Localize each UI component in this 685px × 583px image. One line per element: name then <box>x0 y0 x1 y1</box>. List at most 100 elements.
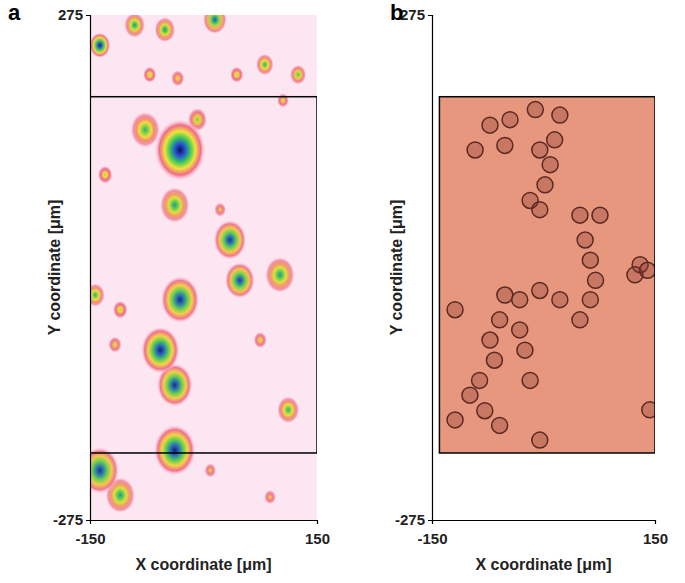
heat-spot <box>171 70 185 87</box>
cell <box>522 372 538 388</box>
heat-spot <box>113 301 128 319</box>
cell <box>642 402 655 418</box>
cell <box>592 207 608 223</box>
cell <box>547 132 563 148</box>
cell <box>467 142 483 158</box>
heat-spot <box>225 262 255 299</box>
x-axis-title: X coordinate [μm] <box>475 556 611 573</box>
cell <box>486 352 502 368</box>
cell <box>492 312 508 328</box>
heat-spot <box>213 220 246 260</box>
y-tick-mark <box>86 15 90 16</box>
heat-spot <box>160 276 199 324</box>
cell <box>447 412 463 428</box>
y-tick-mark <box>428 15 432 16</box>
y-tick: -275 <box>53 511 90 528</box>
cell <box>532 142 548 158</box>
x-tick: 150 <box>643 520 668 547</box>
heat-spot <box>203 15 227 34</box>
y-tick-label: -275 <box>395 511 425 528</box>
cell <box>532 202 548 218</box>
micrograph-area <box>439 97 655 453</box>
heat-spot <box>253 332 267 349</box>
y-tick: -275 <box>395 511 432 528</box>
heat-spot <box>90 283 105 307</box>
cell <box>497 137 513 153</box>
cell <box>447 302 463 318</box>
x-tick-label: 150 <box>643 530 668 547</box>
heatmap-background <box>90 15 317 520</box>
x-tick: -150 <box>75 520 105 547</box>
cell <box>542 157 558 173</box>
heat-spot <box>154 425 196 476</box>
x-axis: -150 150 <box>417 520 668 547</box>
heat-spot <box>98 166 113 184</box>
plot-area <box>90 15 317 520</box>
cell <box>472 372 488 388</box>
panel: -275 275 -150 150 X coordinate [μm] Y coordin… <box>388 0 668 573</box>
y-axis-line <box>86 16 91 521</box>
heat-spot <box>154 17 175 43</box>
cell <box>477 403 493 419</box>
heat-spot <box>277 93 289 108</box>
cell <box>462 387 478 403</box>
plot-area <box>439 97 655 453</box>
x-axis-line <box>433 521 656 525</box>
x-tick-mark <box>317 520 318 524</box>
heat-spot <box>108 336 122 353</box>
x-axis-title: X coordinate [μm] <box>135 556 271 573</box>
cell <box>572 207 588 223</box>
y-tick: 275 <box>400 6 432 23</box>
cell <box>577 232 593 248</box>
cell <box>582 252 598 268</box>
x-tick-label: -150 <box>417 530 447 547</box>
heat-spot <box>277 396 300 424</box>
heat-spot <box>256 54 274 76</box>
cell <box>502 112 518 128</box>
cell <box>572 312 588 328</box>
y-tick-label: -275 <box>53 511 83 528</box>
heat-spot <box>290 65 307 85</box>
x-tick-label: -150 <box>75 530 105 547</box>
heat-spot <box>160 187 190 224</box>
x-tick: 150 <box>305 520 330 547</box>
cell <box>532 432 548 448</box>
panel: -275 275 -150 150 X coordinate [μm] Y coordin… <box>8 0 330 573</box>
x-tick-mark <box>432 520 433 524</box>
y-tick-mark <box>428 520 432 521</box>
x-tick-label: 150 <box>305 530 330 547</box>
y-axis-title: Y coordinate [μm] <box>388 200 405 336</box>
heat-spot <box>154 119 205 181</box>
panel-label: a <box>8 0 21 25</box>
y-tick-mark <box>86 520 90 521</box>
heat-spot <box>230 66 244 83</box>
y-tick: 275 <box>58 6 90 23</box>
panel-label: b <box>390 0 403 25</box>
x-axis: -150 150 <box>75 520 330 547</box>
x-tick-mark <box>90 520 91 524</box>
figure: -275 275 -150 150 X coordinate [μm] Y coordin… <box>0 0 685 583</box>
region-frame <box>439 97 655 453</box>
cell <box>552 107 568 123</box>
cell <box>640 262 655 278</box>
y-axis-line <box>428 16 433 521</box>
cell <box>532 282 548 298</box>
cell <box>482 117 498 133</box>
y-axis-title: Y coordinate [μm] <box>46 200 63 336</box>
cell <box>517 342 533 358</box>
cell <box>512 322 528 338</box>
cell <box>552 292 568 308</box>
x-tick-mark <box>655 520 656 524</box>
cell <box>537 177 553 193</box>
cell <box>588 272 604 288</box>
cell <box>497 287 513 303</box>
heat-spot <box>264 490 276 505</box>
heat-spot <box>265 256 295 293</box>
cell <box>527 102 543 118</box>
x-tick: -150 <box>417 520 447 547</box>
cell <box>482 332 498 348</box>
heat-spot <box>214 202 226 217</box>
cell <box>492 417 508 433</box>
x-axis-line <box>91 521 318 525</box>
heat-spot <box>90 32 110 58</box>
